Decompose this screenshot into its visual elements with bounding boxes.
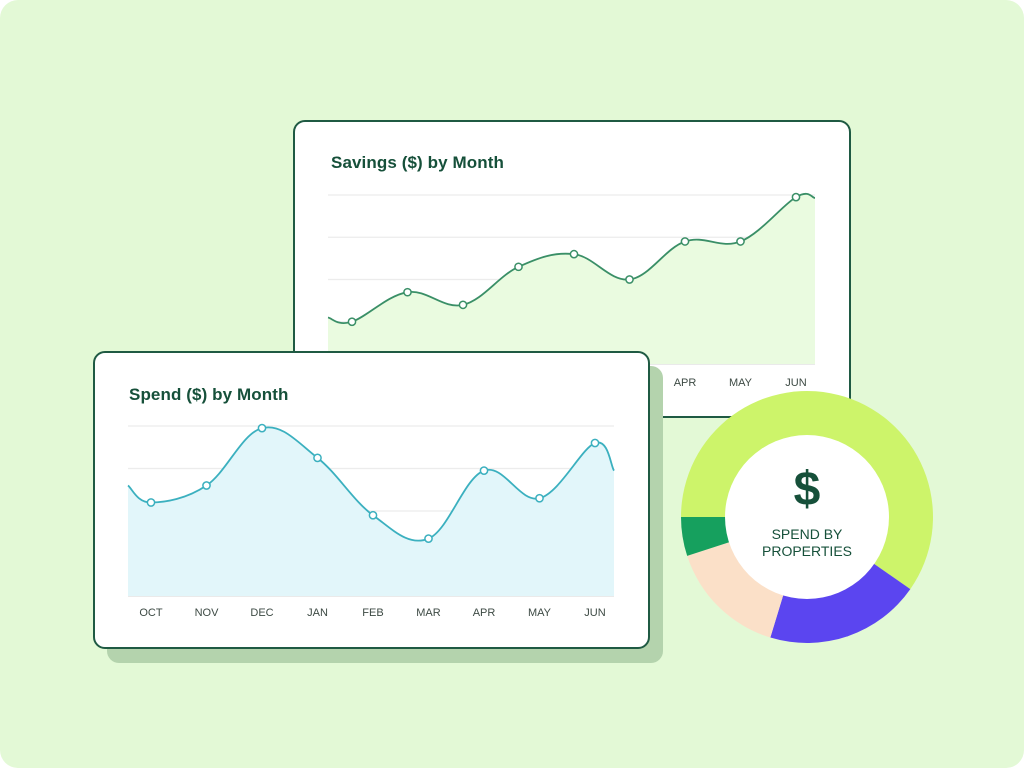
dollar-icon: $ [793,463,821,516]
spend-chart-title: Spend ($) by Month [129,385,289,404]
donut-label-line1: SPEND BY [771,526,843,542]
spend-chart-card: Spend ($) by Month [93,351,650,649]
donut-label-line2: PROPERTIES [762,543,852,559]
savings-chart-title: Savings ($) by Month [331,153,504,172]
